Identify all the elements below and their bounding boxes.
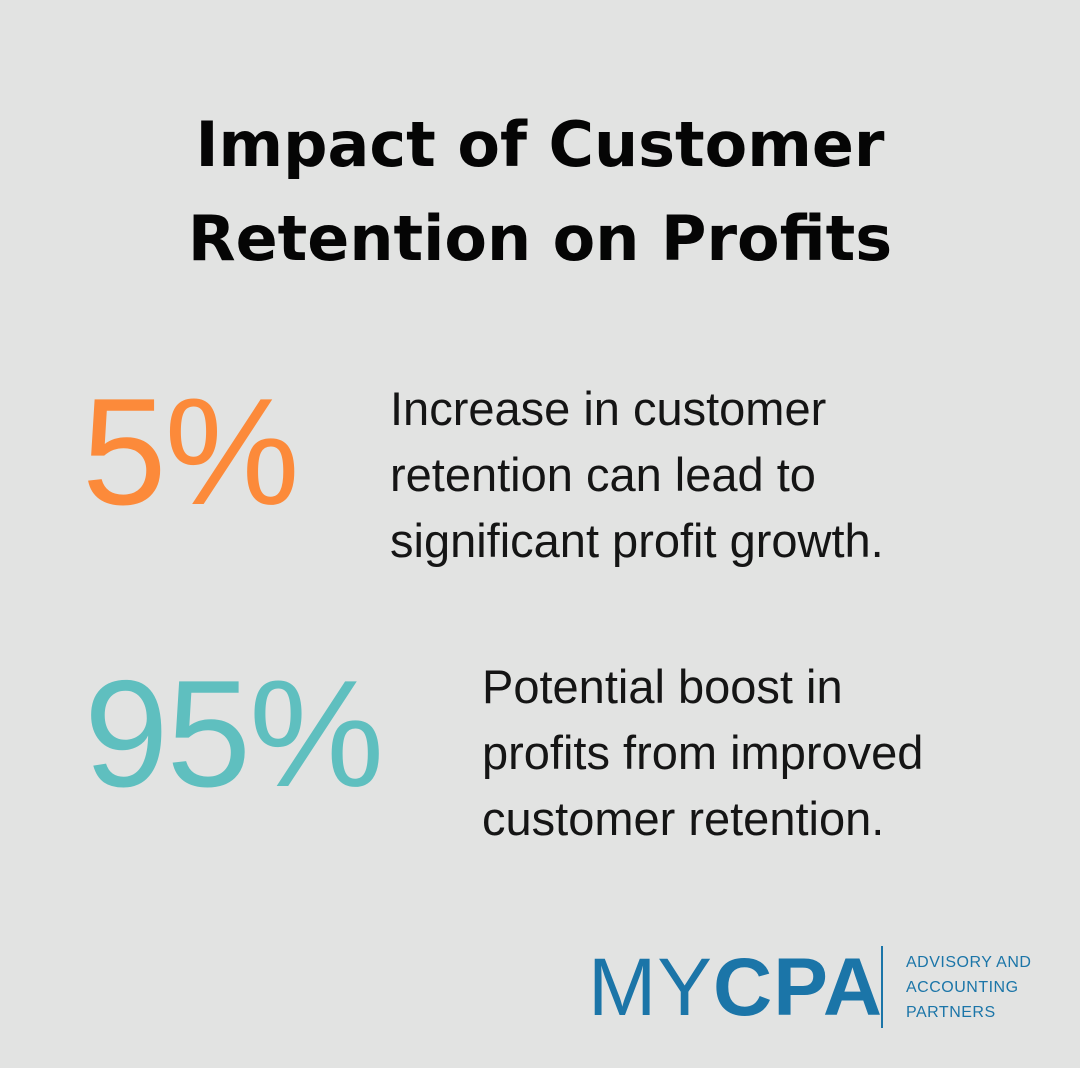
stat-description-profit-boost: Potential boost in profits from improved… — [482, 654, 923, 852]
stat-description-retention-increase: Increase in customer retention can lead … — [390, 376, 884, 574]
page-title-line-2: Retention on Profits — [187, 202, 893, 275]
logo-wordmark: MYCPA — [588, 947, 883, 1029]
stat-description-line: Increase in customer — [390, 382, 827, 435]
logo-tagline-line: PARTNERS — [906, 1004, 996, 1021]
logo-tagline-line: ACCOUNTING — [906, 979, 1019, 996]
logo-word-my: MY — [588, 942, 713, 1033]
logo-tagline-line: ADVISORY AND — [906, 954, 1032, 971]
stat-description-line: retention can lead to — [390, 448, 816, 501]
stat-value-retention-increase: 5% — [82, 367, 300, 537]
stat-description-line: customer retention. — [482, 792, 885, 845]
page-title-line-1: Impact of Customer — [195, 108, 885, 181]
stat-description-line: significant profit growth. — [390, 514, 884, 567]
logo-word-cpa: CPA — [713, 942, 884, 1033]
stat-description-line: profits from improved — [482, 726, 924, 779]
stat-description-line: Potential boost in — [482, 660, 843, 713]
logo-divider — [881, 946, 883, 1028]
page-title: Impact of Customer Retention on Profits — [0, 98, 1080, 286]
stat-value-profit-boost: 95% — [84, 649, 384, 819]
logo-tagline: ADVISORY AND ACCOUNTING PARTNERS — [906, 950, 1031, 1025]
